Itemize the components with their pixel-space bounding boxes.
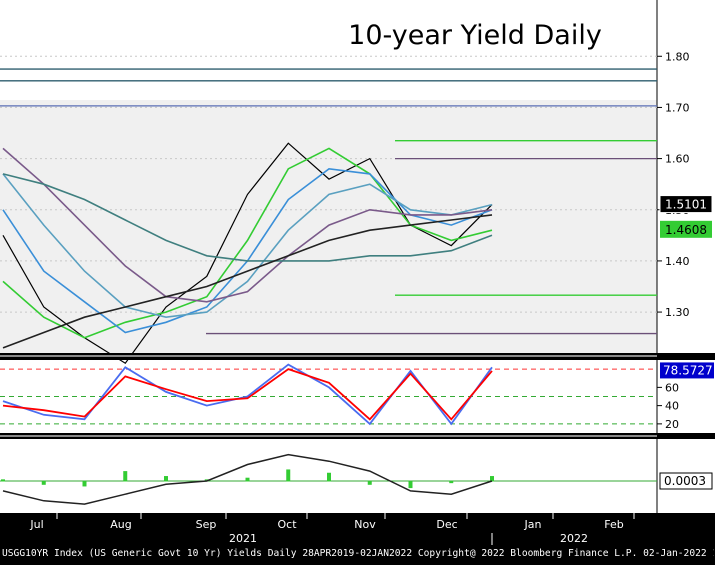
price-tick-label: 1.30: [665, 306, 690, 319]
osc-value-label: 0.0003: [664, 474, 706, 488]
osc-bar: [367, 481, 372, 485]
chart-title: 10-year Yield Daily: [348, 20, 602, 51]
osc-bar: [490, 476, 494, 482]
osc-panel-bg: [0, 439, 715, 513]
osc-bar: [82, 481, 87, 487]
stoch-series-line: [2, 368, 493, 421]
x-tick-label: Nov: [354, 518, 376, 531]
stoch-badge: [660, 362, 714, 379]
price-tick-label: 1.40: [665, 255, 690, 268]
price-series-line: [2, 214, 493, 349]
x-tick-label: Jan: [524, 518, 542, 531]
x-year-label: 2022: [560, 532, 588, 545]
osc-bar: [408, 481, 413, 489]
osc-bar: [327, 472, 331, 482]
stoch-value-label: 78.5727: [663, 363, 713, 377]
x-tick-label: Jul: [29, 518, 43, 531]
osc-bar: [286, 469, 291, 482]
x-year-label: 2021: [229, 532, 257, 545]
price-tick-label: 1.60: [665, 153, 690, 166]
osc-bar: [245, 477, 250, 482]
osc-bar: [123, 471, 128, 482]
osc-badge: [659, 472, 713, 490]
footer-text: USGG10YR Index (US Generic Govt 10 Yr) Y…: [2, 548, 714, 559]
osc-bar: [1, 479, 5, 482]
x-tick-label: Aug: [110, 518, 131, 531]
osc-bar: [449, 481, 454, 484]
osc-bar: [41, 481, 46, 485]
x-tick-label: Dec: [436, 518, 457, 531]
price-series-line: [2, 147, 493, 303]
price-panel-shade: [0, 100, 657, 353]
x-tick-label: Oct: [277, 518, 297, 531]
price-tick-label: 1.80: [665, 50, 690, 63]
price-axis-bg: [657, 0, 715, 353]
stoch-tick-label: 20: [665, 418, 679, 431]
last-price-badge: [659, 195, 713, 214]
stoch-series-line: [2, 363, 493, 426]
stoch-tick-label: 60: [665, 381, 679, 394]
last-price-label: 1.5101: [665, 198, 707, 212]
x-tick-label: Feb: [604, 518, 623, 531]
price-series-line: [2, 173, 493, 262]
ma-badge: [660, 220, 712, 238]
stoch-tick-label: 40: [665, 400, 679, 413]
price-series-line: [2, 173, 493, 319]
ma-label: 1.4608: [665, 223, 707, 237]
osc-bar: [164, 476, 168, 482]
x-tick-label: Sep: [196, 518, 217, 531]
price-tick-label: 1.70: [665, 101, 690, 114]
osc-series-line: [2, 453, 493, 505]
